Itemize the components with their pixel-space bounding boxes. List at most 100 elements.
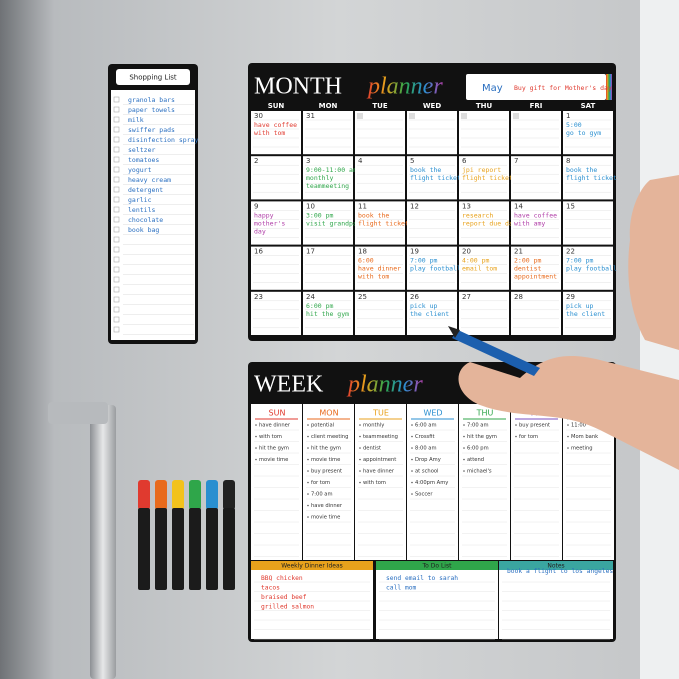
shopping-item: chocolate: [128, 216, 163, 224]
week-title-script: planner: [346, 372, 423, 398]
weekday: SAT: [581, 102, 596, 110]
checkbox: [113, 286, 120, 293]
day-name: THU: [476, 409, 494, 418]
bullet: [463, 470, 465, 472]
date: 15: [566, 202, 575, 210]
date: 20: [462, 248, 471, 256]
entry: with tom: [358, 273, 389, 281]
marker-body: [206, 508, 218, 590]
checkbox: [113, 306, 120, 313]
section-item: BBQ chicken: [261, 575, 303, 582]
checkbox: [113, 216, 120, 223]
bullet: [307, 504, 309, 507]
date: 27: [462, 293, 471, 301]
section-title: To Do List: [422, 563, 453, 570]
bullet: [411, 435, 413, 438]
checkbox: [113, 226, 120, 233]
week-item: have dinner: [311, 503, 343, 509]
section-item: grilled salmon: [261, 604, 314, 611]
week-item: 6:00 am: [415, 423, 437, 429]
week-item: for tom: [311, 480, 330, 486]
date: 7: [514, 157, 518, 165]
section-title: Weekly Dinner Ideas: [281, 563, 343, 570]
entry: the client: [566, 310, 605, 318]
section-item: tacos: [261, 585, 280, 592]
bullet: [463, 447, 465, 449]
week-item: have dinner: [259, 423, 291, 429]
entry: monthly: [306, 174, 333, 182]
week-item: 11:00: [571, 423, 586, 429]
checkbox: [113, 136, 120, 143]
date: 16: [254, 248, 263, 256]
checkbox: [113, 176, 120, 183]
entry: 3:00 pm: [306, 211, 333, 219]
week-item: Drop Amy: [415, 457, 441, 463]
entry: teammeeting: [306, 182, 349, 190]
entry: 7:00 pm: [410, 257, 437, 265]
entry: flight ticket: [462, 174, 513, 182]
date: 4: [358, 157, 363, 165]
bullet: [359, 435, 361, 438]
bullet: [411, 458, 413, 461]
weekday: MON: [319, 102, 338, 110]
bullet: [307, 493, 309, 495]
entry: pick up: [410, 302, 437, 310]
week-item: appointment: [363, 457, 396, 463]
entry: book the: [358, 211, 389, 219]
date: 28: [514, 293, 523, 301]
week-item: for tom: [519, 434, 538, 440]
date: 19: [410, 248, 419, 256]
handle: [90, 405, 116, 679]
entry: play football: [566, 265, 617, 273]
entry: day: [254, 227, 266, 235]
date: 29: [566, 293, 575, 301]
month-note-box: [466, 74, 606, 100]
date-box: [409, 113, 415, 119]
month-title: MONTH: [254, 74, 342, 100]
date: 13: [462, 202, 471, 210]
date: 23: [254, 293, 263, 301]
date: 1: [566, 112, 570, 120]
bullet: [307, 447, 309, 449]
handle-mount: [48, 402, 108, 424]
date: 6: [462, 157, 467, 165]
shopping-item: yogurt: [128, 166, 152, 174]
checkbox: [113, 206, 120, 213]
week-item: with tom: [259, 434, 282, 440]
section-item: send email to sarah: [386, 575, 458, 582]
week-item: hit the gym: [259, 446, 289, 452]
bullet: [515, 435, 517, 438]
bullet: [307, 435, 309, 438]
date: 21: [514, 248, 523, 256]
date: 14: [514, 202, 523, 210]
day-name: TUE: [372, 409, 389, 418]
entry: dentist: [514, 265, 541, 273]
bullet: [359, 470, 361, 472]
week-item: dentist: [363, 446, 381, 452]
checkbox: [113, 276, 120, 283]
entry: mother's: [254, 219, 285, 227]
week-item: meeting: [571, 446, 593, 452]
section-item: braised beef: [261, 594, 307, 601]
entry: hit the gym: [306, 310, 349, 318]
marker-cap: [172, 480, 184, 510]
entry: report due day: [462, 219, 517, 227]
week-item: client meeting: [311, 434, 348, 440]
day-name: SUN: [269, 409, 286, 418]
entry: play football: [410, 265, 461, 273]
week-item: at school: [415, 469, 439, 475]
checkbox: [113, 196, 120, 203]
shopping-title: Shopping List: [129, 74, 177, 82]
bullet: [359, 458, 361, 461]
day-name: WED: [423, 409, 442, 418]
entry: have dinner: [358, 265, 401, 273]
week-item: 7:00 am: [467, 423, 489, 429]
date: 8: [566, 157, 570, 165]
checkbox: [113, 246, 120, 253]
shopping-item: lentils: [128, 206, 155, 214]
bullet: [307, 424, 309, 426]
marker-body: [223, 508, 235, 590]
bullet: [255, 424, 257, 426]
